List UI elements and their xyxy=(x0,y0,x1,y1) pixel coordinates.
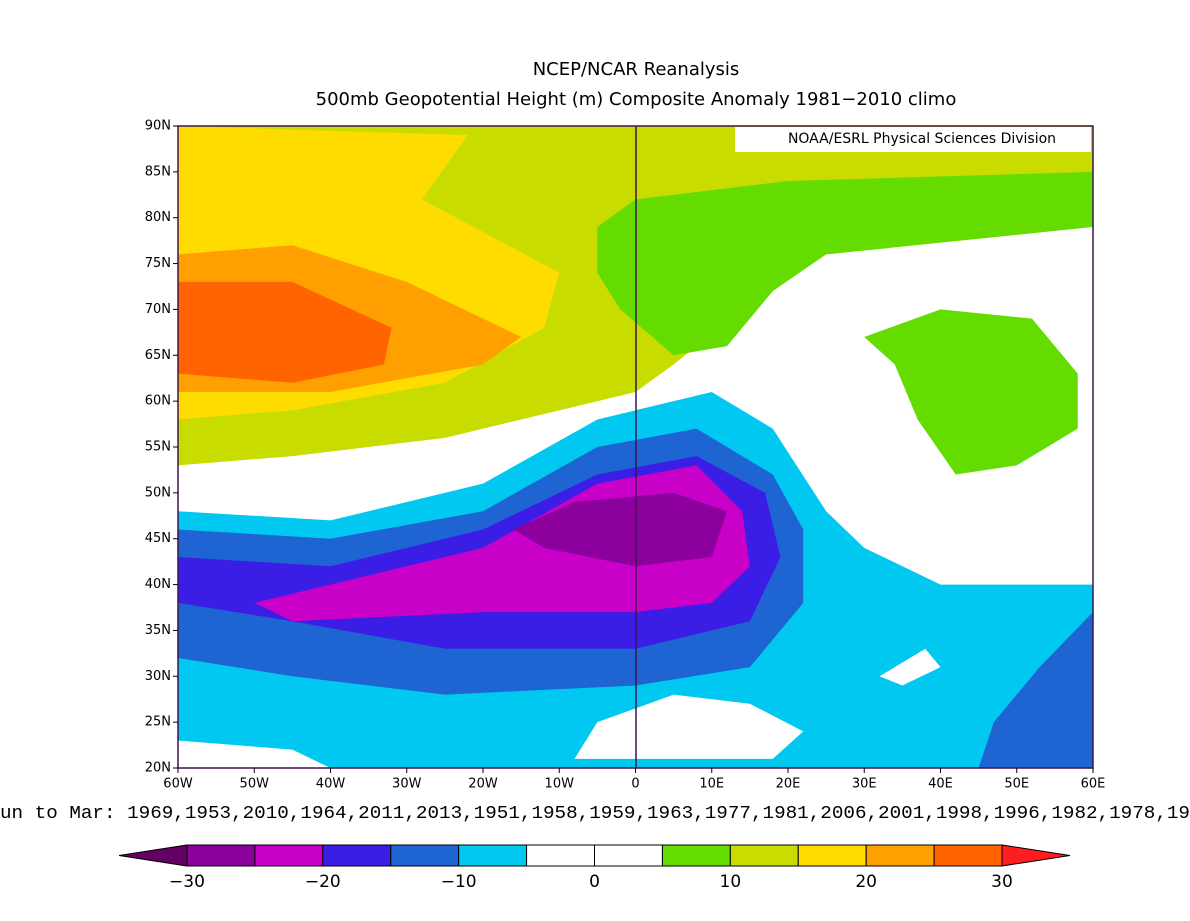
y-tick-label: 75N xyxy=(145,256,171,271)
caption: un to Mar: 1969,1953,2010,1964,2011,2013… xyxy=(0,804,1190,824)
x-tick-label: 50W xyxy=(240,777,270,792)
colorbar-bin xyxy=(322,844,392,867)
y-tick-label: 45N xyxy=(145,531,171,546)
x-tick-label: 60E xyxy=(1081,777,1106,792)
y-tick-label: 40N xyxy=(145,577,171,592)
x-tick-label: 60W xyxy=(163,777,193,792)
y-tick-label: 70N xyxy=(145,302,171,317)
x-tick-label: 50E xyxy=(1004,777,1029,792)
contour-fill xyxy=(864,309,1078,475)
y-tick-label: 35N xyxy=(145,623,171,638)
colorbar-tick-label: 30 xyxy=(991,872,1013,892)
colorbar-bin xyxy=(186,844,256,867)
colorbar: −30 −20 −10 0 10 20 30 xyxy=(119,844,1070,892)
x-tick-label: 30E xyxy=(852,777,877,792)
x-tick-label: 0 xyxy=(631,777,639,792)
x-tick-label: 20W xyxy=(468,777,498,792)
colorbar-tick-label: 0 xyxy=(589,872,600,892)
y-tick-label: 20N xyxy=(145,761,171,776)
colorbar-tick-label: 10 xyxy=(720,872,742,892)
colorbar-bin xyxy=(933,844,1003,867)
y-tick-label: 90N xyxy=(145,119,171,134)
colorbar-over xyxy=(1001,844,1070,867)
colorbar-bin xyxy=(254,844,324,867)
x-tick-label: 40E xyxy=(928,777,953,792)
contour-fill xyxy=(178,740,331,768)
colorbar-tick-label: −30 xyxy=(169,872,205,892)
title: NCEP/NCAR Reanalysis xyxy=(533,59,740,80)
colorbar-bin xyxy=(594,844,663,867)
contour-fill xyxy=(597,171,1093,356)
colorbar-bin xyxy=(390,844,460,867)
y-tick-label: 25N xyxy=(145,715,171,730)
contour-fill xyxy=(978,612,1093,768)
colorbar-bin xyxy=(458,844,528,867)
y-tick-label: 85N xyxy=(145,164,171,179)
contour-fill xyxy=(574,694,804,759)
y-tick-label: 55N xyxy=(145,440,171,455)
x-tick-label: 40W xyxy=(316,777,346,792)
x-tick-label: 20E xyxy=(776,777,801,792)
contour-fill xyxy=(178,281,392,383)
colorbar-bin xyxy=(526,844,595,867)
x-tick-label: 10E xyxy=(699,777,724,792)
colorbar-tick-label: −20 xyxy=(305,872,341,892)
x-tick-label: 30W xyxy=(392,777,422,792)
contour-fill xyxy=(513,492,727,567)
contour-fill xyxy=(879,648,941,686)
colorbar-under xyxy=(119,844,188,867)
credit-box xyxy=(735,127,1091,152)
y-tick-label: 65N xyxy=(145,348,171,363)
credit: NOAA/ESRL Physical Sciences Division xyxy=(788,131,1056,147)
colorbar-bin xyxy=(797,844,867,867)
y-tick-label: 80N xyxy=(145,210,171,225)
colorbar-tick-label: −10 xyxy=(441,872,477,892)
colorbar-bin xyxy=(661,844,731,867)
subtitle: 500mb Geopotential Height (m) Composite … xyxy=(316,89,957,110)
y-tick-label: 30N xyxy=(145,669,171,684)
x-tick-label: 10W xyxy=(545,777,575,792)
y-tick-label: 60N xyxy=(145,394,171,409)
y-tick-label: 50N xyxy=(145,485,171,500)
colorbar-tick-label: 20 xyxy=(855,872,877,892)
colorbar-bin xyxy=(729,844,799,867)
colorbar-bin xyxy=(865,844,935,867)
